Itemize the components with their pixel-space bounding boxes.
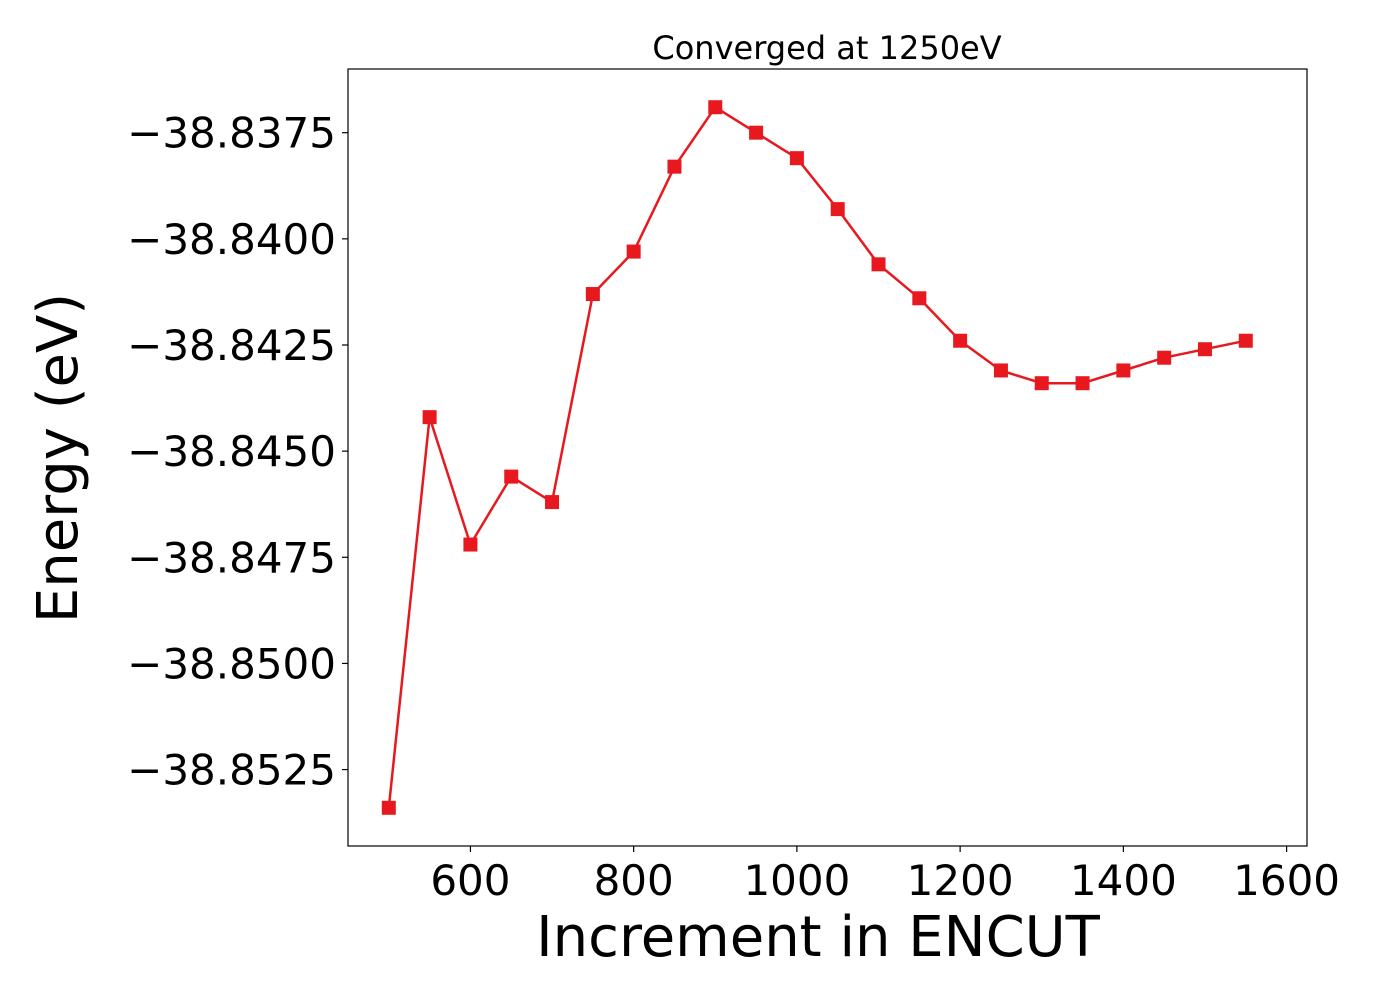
data-point-marker xyxy=(463,537,478,552)
data-point-marker xyxy=(422,410,437,425)
data-point-marker xyxy=(1238,333,1253,348)
x-tick-label: 800 xyxy=(594,856,674,905)
x-axis: 600 800 1000 1200 1400 1600 xyxy=(430,846,1340,905)
x-tick-label: 1200 xyxy=(907,856,1014,905)
data-point-marker xyxy=(504,469,519,484)
data-point-marker xyxy=(545,495,560,510)
data-point-marker xyxy=(381,800,396,815)
data-point-marker xyxy=(749,125,764,140)
data-point-marker xyxy=(626,244,641,259)
series-line xyxy=(387,105,1247,808)
data-point-marker xyxy=(1116,363,1131,378)
y-tick-label: −38.8400 xyxy=(127,215,336,264)
data-point-marker xyxy=(830,202,845,217)
data-point-marker xyxy=(1034,376,1049,391)
x-tick-label: 1600 xyxy=(1233,856,1340,905)
data-point-marker xyxy=(1157,350,1172,365)
y-axis: −38.8375 −38.8400 −38.8425 −38.8450 −38.8475… xyxy=(127,109,348,795)
data-point-marker xyxy=(585,287,600,302)
data-point-marker xyxy=(1075,376,1090,391)
y-axis-title: Energy (eV) xyxy=(26,293,91,623)
data-point-marker xyxy=(871,257,886,272)
y-tick-label: −38.8450 xyxy=(127,427,336,476)
plot-area xyxy=(381,100,1253,815)
x-tick-label: 1400 xyxy=(1070,856,1177,905)
data-point-marker xyxy=(708,100,723,115)
y-tick-label: −38.8525 xyxy=(127,746,336,795)
x-tick-label: 1000 xyxy=(743,856,850,905)
y-tick-label: −38.8425 xyxy=(127,321,336,370)
data-point-marker xyxy=(912,291,927,306)
chart-title: Converged at 1250eV xyxy=(652,29,1001,67)
data-point-marker xyxy=(667,159,682,174)
data-point-marker xyxy=(1197,342,1212,357)
plot-frame xyxy=(347,68,1308,847)
y-tick-label: −38.8375 xyxy=(127,109,336,158)
data-point-marker xyxy=(993,363,1008,378)
data-point-marker xyxy=(953,333,968,348)
data-point-marker xyxy=(789,151,804,166)
x-tick-label: 600 xyxy=(430,856,510,905)
y-tick-label: −38.8475 xyxy=(127,533,336,582)
x-axis-title: Increment in ENCUT xyxy=(536,905,1101,970)
y-tick-label: −38.8500 xyxy=(127,639,336,688)
